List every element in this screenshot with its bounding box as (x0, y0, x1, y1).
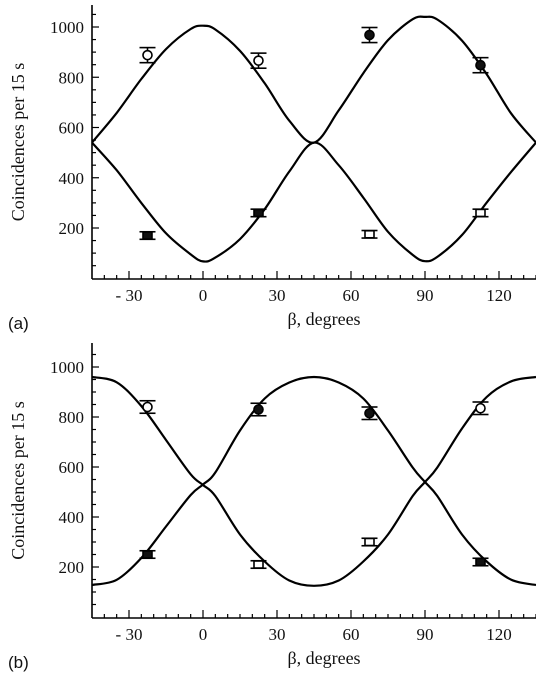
y-axis-label: Coincidences per 15 s (8, 63, 28, 221)
fit-curve-2 (92, 141, 536, 263)
x-axis-label: β, degrees (287, 648, 360, 668)
data-point-filled-circle (253, 404, 264, 415)
y-tick-label: 400 (59, 508, 85, 527)
panel-label: (a) (8, 314, 29, 333)
x-tick-label: 60 (343, 286, 360, 305)
data-point-filled-circle (364, 29, 375, 41)
x-tick-label: 120 (486, 625, 512, 644)
x-tick-label: 30 (269, 625, 286, 644)
data-point-filled-circle (475, 59, 486, 71)
x-tick-label: 0 (199, 286, 208, 305)
y-tick-label: 600 (59, 458, 85, 477)
data-point-open-square (475, 208, 486, 218)
y-tick-label: 1000 (50, 358, 84, 377)
data-point-filled-circle (364, 407, 375, 419)
panel-b: 200 400 600 800 1000 - 30 0 30 60 90 120 β, degrees… (8, 343, 536, 672)
data-point-open-circle (142, 49, 153, 61)
y-tick-label: 400 (59, 169, 85, 188)
x-tick-label: - 30 (116, 625, 143, 644)
fit-curve-1 (92, 15, 536, 144)
x-tick-label: 90 (417, 286, 434, 305)
fit-curve-2 (92, 375, 536, 587)
data-point-filled-square (142, 231, 153, 240)
y-tick-label: 800 (59, 408, 85, 427)
x-tick-label: 90 (417, 625, 434, 644)
y-tick-label: 200 (59, 558, 85, 577)
panel-label: (b) (8, 653, 29, 672)
data-point-open-square (253, 560, 264, 569)
data-point-filled-square (142, 550, 153, 559)
data-point-open-circle (142, 401, 153, 413)
fit-curve-1 (92, 375, 536, 587)
data-point-open-square (364, 537, 375, 547)
y-axis-label: Coincidences per 15 s (8, 401, 28, 559)
x-tick-label: 30 (269, 286, 286, 305)
data-point-filled-square (253, 208, 264, 218)
x-tick-label: 120 (486, 286, 512, 305)
y-tick-label: 800 (59, 68, 85, 87)
data-point-open-circle (475, 402, 486, 414)
y-tick-label: 600 (59, 119, 85, 138)
x-axis-label: β, degrees (287, 309, 360, 329)
x-tick-label: 0 (199, 625, 208, 644)
panel-a: 200 400 600 800 1000 - 30 0 30 60 90 120 β, degrees… (8, 5, 536, 333)
y-tick-label: 200 (59, 219, 85, 238)
y-tick-label: 1000 (50, 18, 84, 37)
data-point-filled-square (475, 557, 486, 567)
x-tick-label: 60 (343, 625, 360, 644)
data-point-open-square (364, 229, 375, 239)
x-tick-label: - 30 (116, 286, 143, 305)
data-point-open-circle (253, 55, 264, 66)
